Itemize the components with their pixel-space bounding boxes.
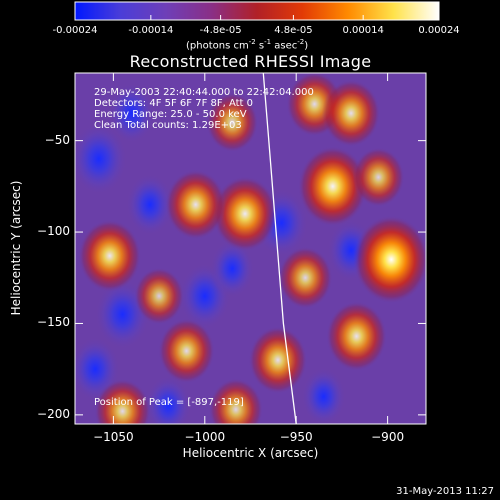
footer-timestamp: 31-May-2013 11:27 [396,486,494,497]
heatmap-bright-region [353,215,426,304]
heatmap-dark-region [145,375,192,424]
colorbar-tick-label: 0.00024 [418,25,460,36]
y-axis-ticks [75,140,426,416]
heatmap-bright-region [78,219,142,293]
heatmap-dark-region [108,83,155,144]
y-axis-label: Heliocentric Y (arcsec) [9,180,23,316]
chart-title: Reconstructed RHESSI Image [129,52,372,71]
x-tick-label: −950 [279,430,313,444]
solar-limb-curve [262,73,297,424]
heatmap-bright-region [158,318,215,384]
heatmap-bright-region [165,169,226,240]
heatmap-bright-region [326,301,387,372]
heatmap-bright-region [94,378,151,424]
info-block: 29-May-2003 22:40:44.000 to 22:42:04.000… [94,87,314,131]
colorbar [74,1,440,21]
y-tick-label: −200 [37,406,70,421]
y-tick-label: −50 [44,132,70,147]
heatmap-dark-region [126,173,174,236]
info-detectors: Detectors: 4F 5F 6F 7F 8F, Att 0 [94,98,254,109]
x-axis-label: Heliocentric X (arcsec) [182,446,319,460]
x-axis-ticks [112,73,389,424]
x-tick-label: −1050 [93,430,134,444]
peak-position-label: Position of Peak = [-897,-119] [94,397,244,408]
heatmap-bright-region [298,146,368,227]
colorbar-tick-label: -0.00014 [128,25,174,36]
heatmap-dark-region [210,239,255,298]
heatmap-bright-region [248,326,308,394]
plot-frame [74,72,427,425]
colorbar-tick-label: 4.8e-05 [274,25,313,36]
heatmap-bright-region [212,176,278,252]
colorbar-tick-label: 0.00014 [342,25,384,36]
y-tick-label: −100 [37,224,70,239]
x-tick-label: −900 [371,430,405,444]
info-energy-range: Energy Range: 25.0 - 50.0 keV [94,109,247,120]
colorbar-units: (photons cm-2 s-1 asec-2) [186,38,309,52]
heatmap-dark-region [301,367,346,424]
colorbar-tick-label: -0.00024 [52,25,98,36]
x-tick-label: −1000 [184,430,226,444]
heatmap-bright-region [352,147,405,207]
heatmap-bright-region [134,267,184,325]
heatmap-image [75,73,426,424]
info-time-range: 29-May-2003 22:40:44.000 to 22:42:04.000 [94,87,314,98]
colorbar-tick-label: -4.8e-05 [199,25,242,36]
heatmap-bright-region [278,246,333,309]
heatmap-bright-region [206,92,259,153]
info-clean-counts: Clean Total counts: 1.29E+03 [94,120,242,131]
heatmap-bright-region [208,378,263,424]
colorbar-ticks [74,15,440,20]
heatmap-bright-region [321,79,381,147]
heatmap-dark-region [75,122,128,195]
y-tick-label: −150 [37,315,70,330]
